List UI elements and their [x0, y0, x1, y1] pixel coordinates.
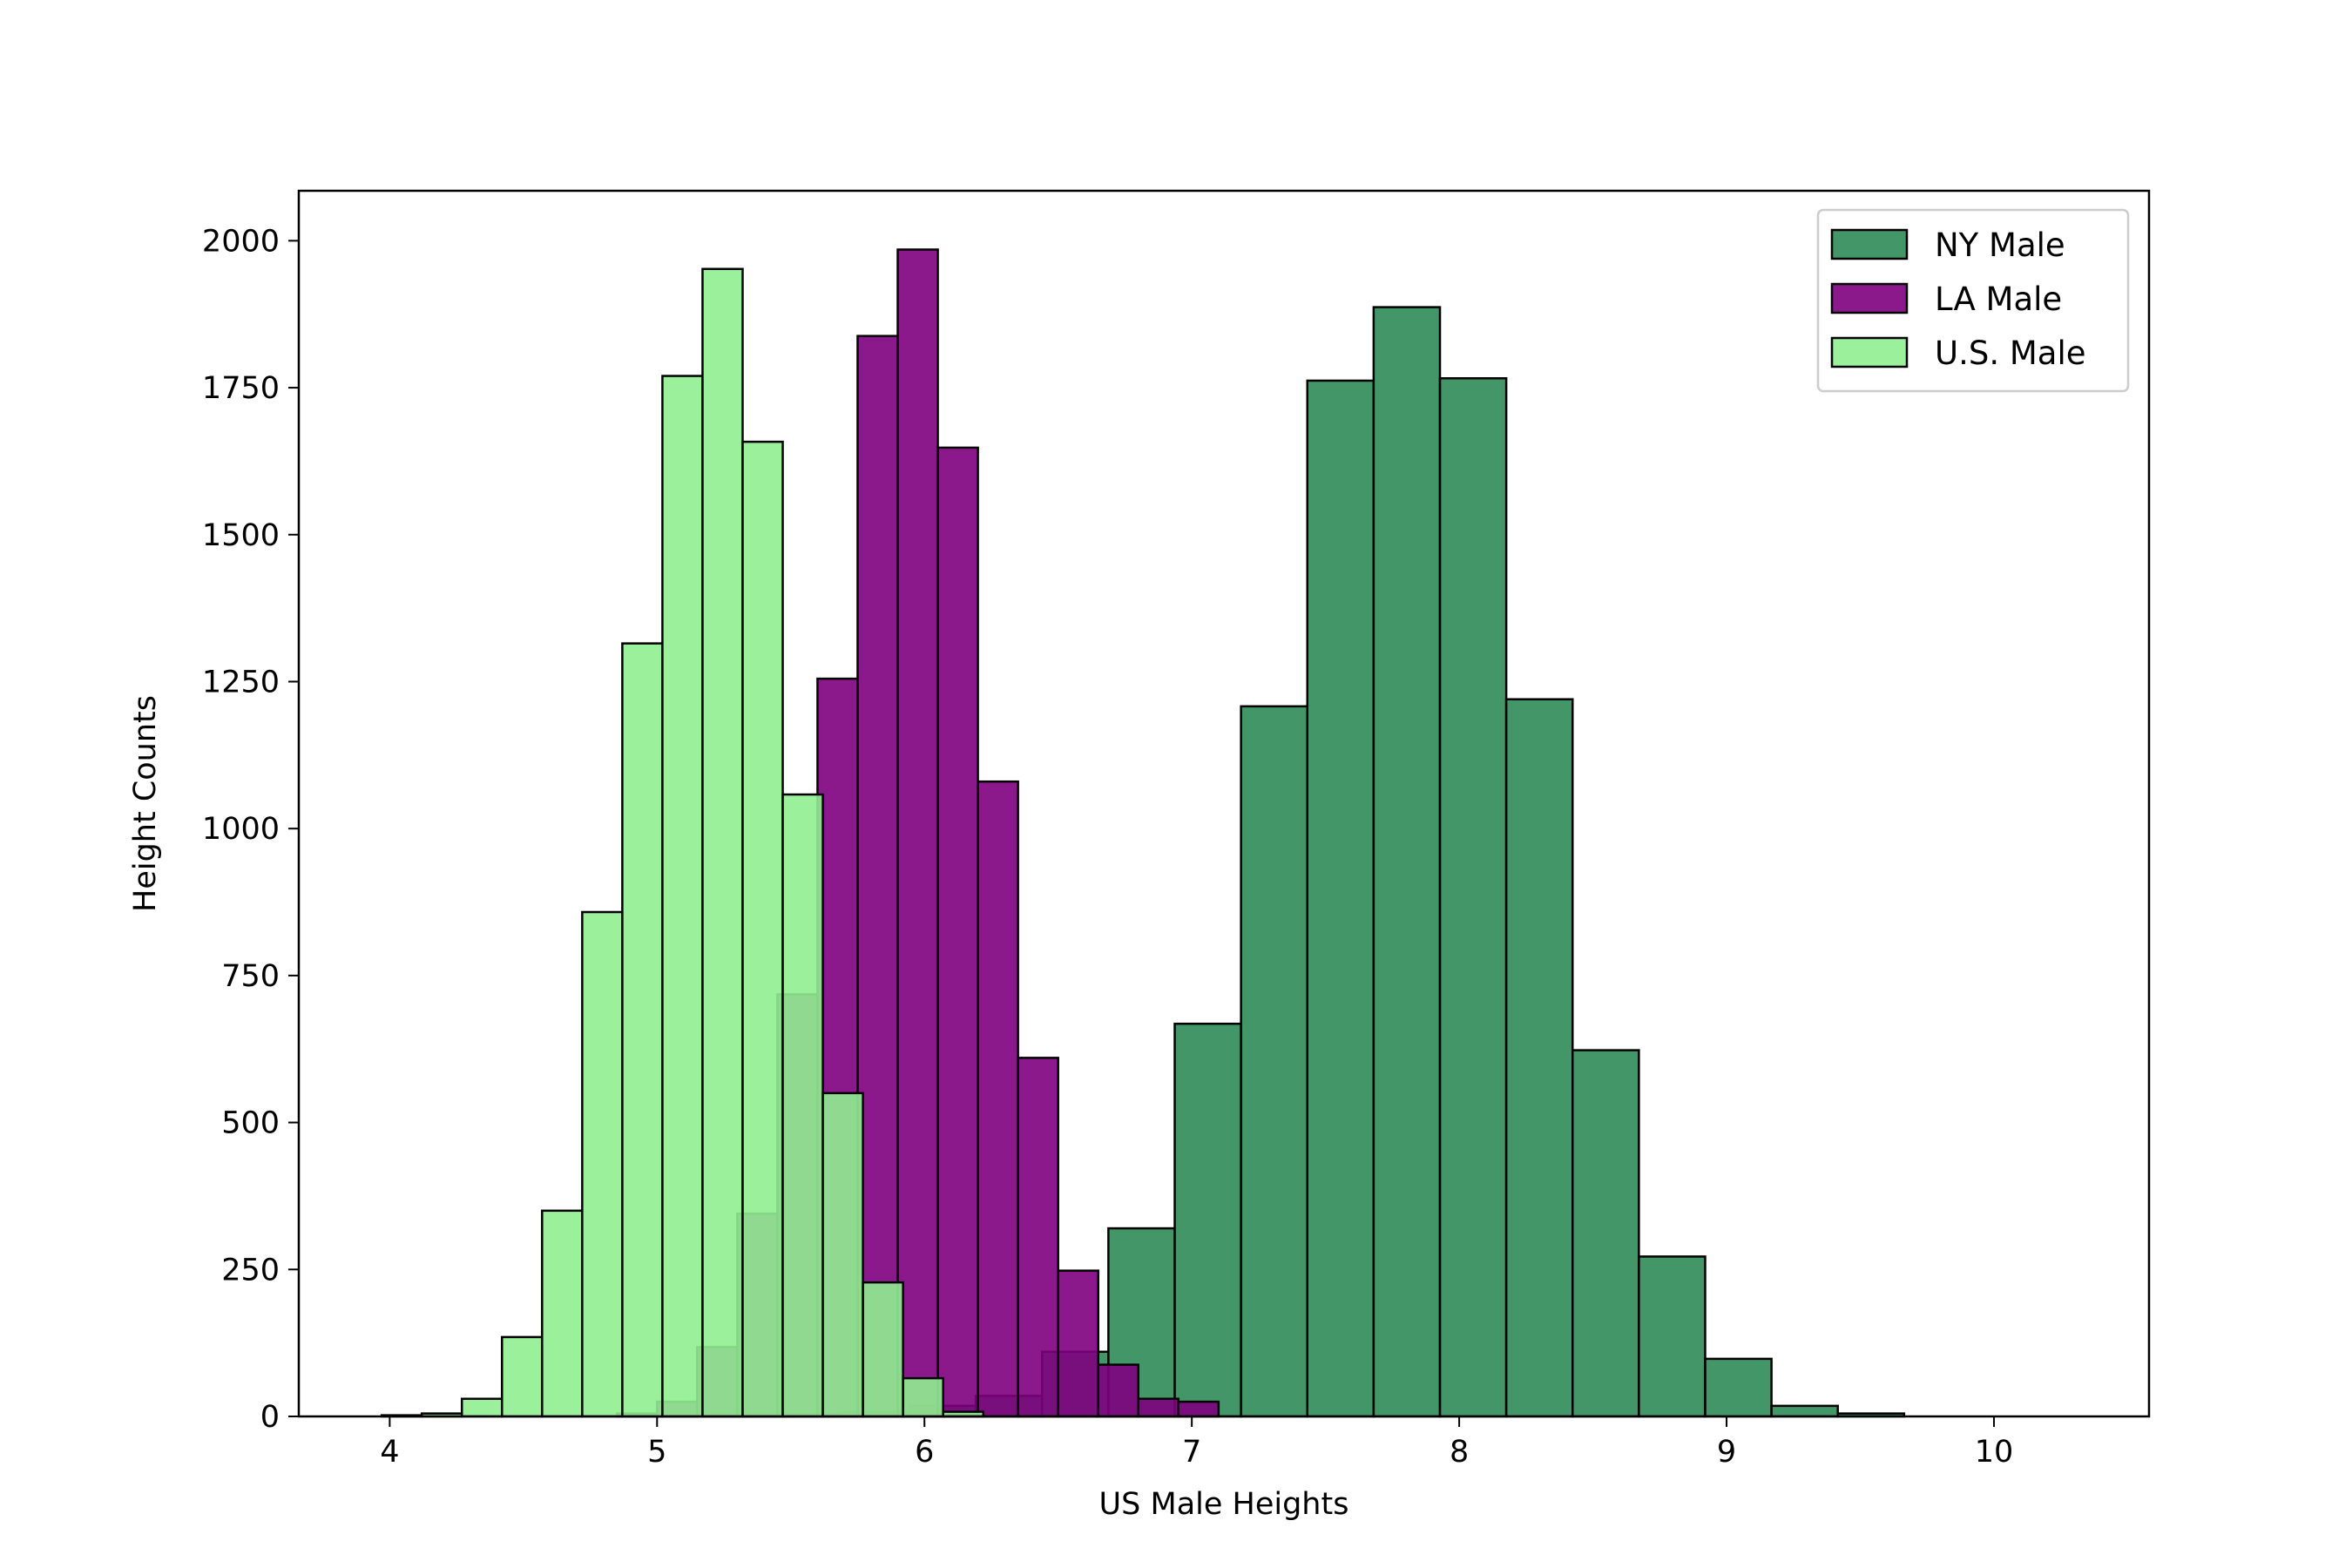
histogram-bar	[896, 248, 939, 1418]
x-tick-label: 10	[1975, 1435, 2014, 1470]
x-tick-label: 7	[1182, 1435, 1201, 1470]
legend-swatch	[1830, 228, 1909, 260]
histogram-bar	[1306, 379, 1375, 1418]
histogram-bar	[1177, 1400, 1220, 1418]
histogram-bar	[902, 1376, 944, 1418]
legend-label: NY Male	[1935, 226, 2065, 264]
histogram-bar	[977, 780, 1019, 1418]
histogram-bar	[581, 910, 624, 1418]
legend-swatch	[1830, 336, 1909, 368]
x-tick-label: 9	[1717, 1435, 1736, 1470]
histogram-bar	[701, 267, 744, 1418]
histogram-bar	[862, 1281, 904, 1418]
y-tick-label: 0	[260, 1400, 280, 1435]
histogram-bar	[821, 1092, 864, 1418]
y-tick-label: 2000	[202, 224, 280, 259]
histogram-bar	[741, 440, 784, 1418]
y-axis-label: Height Counts	[128, 695, 163, 912]
series-u-s-male	[380, 267, 985, 1418]
y-tick-label: 1750	[202, 371, 280, 406]
x-axis: 4 5 6 7 8 9 10	[380, 1416, 2013, 1470]
legend: NY Male LA Male U.S. Male	[1816, 208, 2130, 393]
histogram-bar	[1137, 1397, 1180, 1418]
y-tick-label: 1000	[202, 812, 280, 847]
series-ny-male	[709, 306, 1906, 1418]
histogram-bar	[1770, 1404, 1839, 1418]
y-tick-label: 250	[221, 1253, 280, 1288]
legend-label: U.S. Male	[1935, 335, 2086, 372]
histogram-bar	[1240, 705, 1309, 1418]
legend-swatch	[1830, 282, 1909, 314]
histogram-bar	[1173, 1022, 1242, 1418]
series-la-male	[616, 248, 1220, 1418]
x-tick-label: 5	[647, 1435, 666, 1470]
y-tick-label: 500	[221, 1106, 280, 1141]
histogram-bar	[1638, 1255, 1707, 1418]
histogram-bar	[501, 1335, 544, 1418]
histogram-bar	[936, 446, 979, 1418]
histogram-bar	[661, 375, 704, 1418]
y-tick-label: 750	[221, 959, 280, 994]
x-tick-label: 4	[380, 1435, 399, 1470]
y-tick-label: 1250	[202, 665, 280, 700]
legend-label: LA Male	[1935, 280, 2062, 318]
histogram-bar	[621, 642, 664, 1418]
histogram-bar	[1097, 1363, 1140, 1418]
histogram-bar	[1704, 1357, 1773, 1418]
y-axis: 0 250 500 750 1000 1250 1500 1750 2000	[202, 224, 299, 1435]
x-tick-label: 6	[915, 1435, 934, 1470]
histogram-bar	[541, 1209, 584, 1418]
bars-layer	[380, 248, 1906, 1418]
plot-frame	[297, 189, 2151, 1418]
histogram-bar	[1057, 1269, 1099, 1418]
histogram-bar	[460, 1397, 504, 1418]
histogram-bar	[1017, 1057, 1059, 1418]
histogram-bar	[1504, 698, 1574, 1418]
histogram-bar	[1438, 377, 1508, 1418]
x-axis-label: US Male Heights	[1099, 1487, 1349, 1522]
histogram-bar	[781, 793, 824, 1418]
histogram-bar	[1372, 306, 1442, 1418]
y-tick-label: 1500	[202, 518, 280, 553]
histogram-bar	[1571, 1049, 1640, 1418]
x-tick-label: 8	[1450, 1435, 1469, 1470]
